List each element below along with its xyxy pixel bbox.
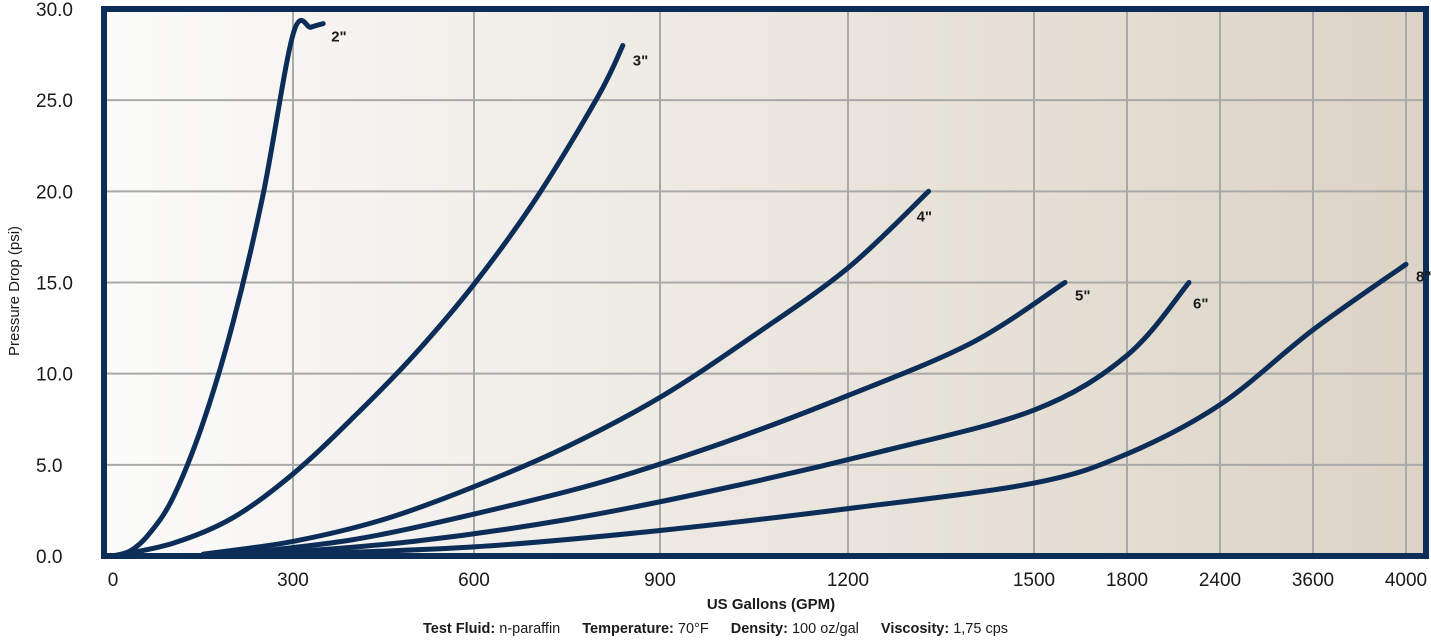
series-label: 6" — [1193, 296, 1208, 313]
series-curve — [110, 17, 326, 559]
series-curves — [110, 17, 1409, 559]
series-curve — [230, 280, 1068, 557]
test-fluid-note: Test Fluid: n-paraffin — [423, 621, 560, 637]
series-label: 5" — [1075, 288, 1090, 305]
y-tick-label: 5.0 — [36, 456, 62, 477]
test-fluid-value: n-paraffin — [499, 621, 561, 637]
x-tick-label: 1800 — [1106, 570, 1148, 591]
test-fluid-label: Test Fluid: — [422, 621, 496, 637]
y-tick-labels: 0.0 5.0 10.0 15.0 20.0 25.0 30.0 — [36, 0, 73, 568]
density-label: Density: — [730, 621, 788, 637]
y-tick-label: 15.0 — [36, 274, 73, 295]
series-curve — [260, 280, 1192, 557]
viscosity-label: Viscosity: — [880, 621, 950, 637]
y-tick-label: 30.0 — [36, 0, 73, 21]
series-label: 4" — [917, 208, 932, 225]
x-tick-label: 600 — [458, 570, 490, 591]
y-tick-label: 25.0 — [36, 91, 73, 112]
series-label: 2" — [331, 29, 346, 46]
x-tick-label: 1200 — [827, 570, 869, 591]
y-axis-title: Pressure Drop (psi) — [6, 226, 23, 356]
temperature-label: Temperature: — [582, 621, 674, 637]
x-tick-label: 900 — [644, 570, 676, 591]
x-tick-label: 300 — [277, 570, 309, 591]
series-label: 8" — [1416, 268, 1431, 285]
y-tick-label: 10.0 — [36, 365, 73, 386]
series-curve — [110, 43, 626, 559]
x-tick-label: 2400 — [1199, 570, 1241, 591]
series-curve — [290, 261, 1409, 557]
temperature-value: 70°F — [677, 621, 709, 637]
temperature-note: Temperature: 70°F — [582, 621, 708, 637]
viscosity-value: 1,75 cps — [953, 621, 1009, 637]
plot-frame — [101, 6, 1429, 559]
x-tick-label: 1500 — [1013, 570, 1055, 591]
density-value: 100 oz/gal — [791, 621, 859, 637]
density-note: Density: 100 oz/gal — [731, 621, 859, 637]
y-tick-label: 20.0 — [36, 182, 73, 203]
x-tick-labels: 0 300 600 900 1200 1500 1800 2400 3600 4000 — [108, 570, 1427, 591]
viscosity-note: Viscosity: 1,75 cps — [881, 621, 1008, 637]
series-labels: 2" 3" 4" 5" 6" 8" — [331, 29, 1431, 313]
series-curve — [200, 188, 932, 557]
x-tick-label: 4000 — [1385, 570, 1427, 591]
series-label: 3" — [633, 53, 648, 70]
y-tick-label: 0.0 — [36, 547, 62, 568]
x-tick-label: 3600 — [1292, 570, 1334, 591]
gridlines — [104, 9, 1426, 556]
x-axis-title: US Gallons (GPM) — [707, 596, 835, 613]
x-tick-label: 0 — [108, 570, 119, 591]
test-conditions-note: Test Fluid: n-paraffin Temperature: 70°F… — [0, 621, 1431, 637]
